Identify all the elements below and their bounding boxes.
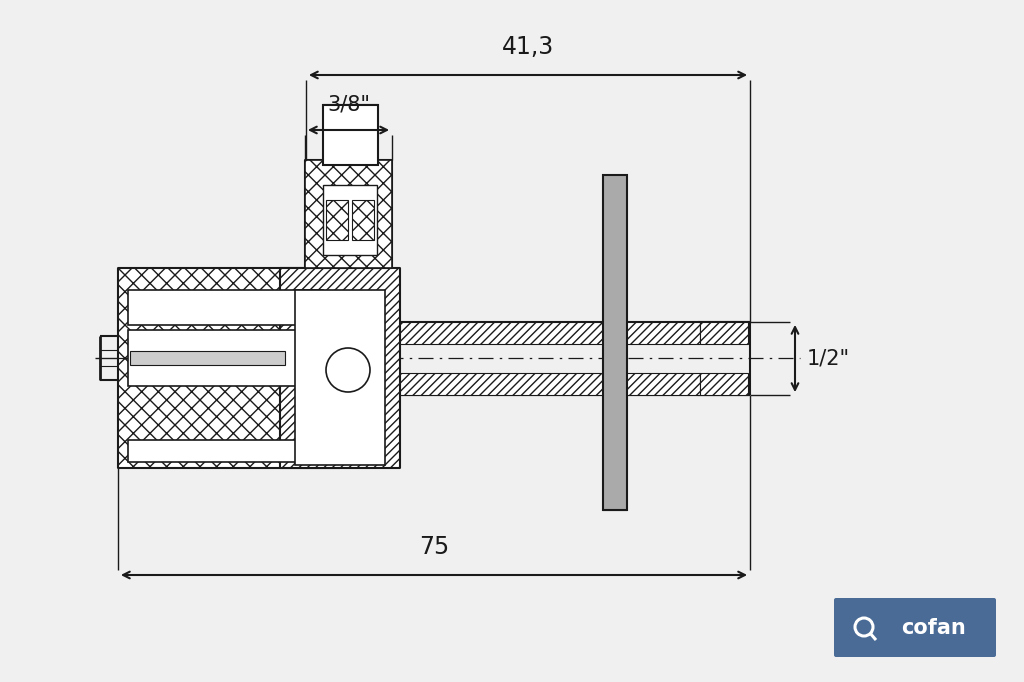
Bar <box>305 160 392 268</box>
Text: 75: 75 <box>419 535 450 559</box>
Text: 1/2": 1/2" <box>807 349 850 368</box>
Bar <box>352 200 374 240</box>
Bar <box>280 268 400 468</box>
Bar <box>323 105 378 165</box>
Bar <box>603 175 627 510</box>
Bar <box>128 440 323 462</box>
Bar <box>128 290 323 325</box>
Text: cofan: cofan <box>901 617 967 638</box>
FancyBboxPatch shape <box>834 598 996 657</box>
Bar <box>295 290 385 465</box>
Bar <box>130 351 285 365</box>
Text: 41,3: 41,3 <box>502 35 554 59</box>
Bar <box>700 373 748 395</box>
Bar <box>700 322 748 344</box>
Bar <box>326 200 348 240</box>
Bar <box>400 373 700 395</box>
Bar <box>118 268 340 468</box>
Bar <box>323 185 377 255</box>
Bar <box>400 322 700 344</box>
Bar <box>128 330 308 386</box>
Text: 3/8": 3/8" <box>327 94 370 114</box>
